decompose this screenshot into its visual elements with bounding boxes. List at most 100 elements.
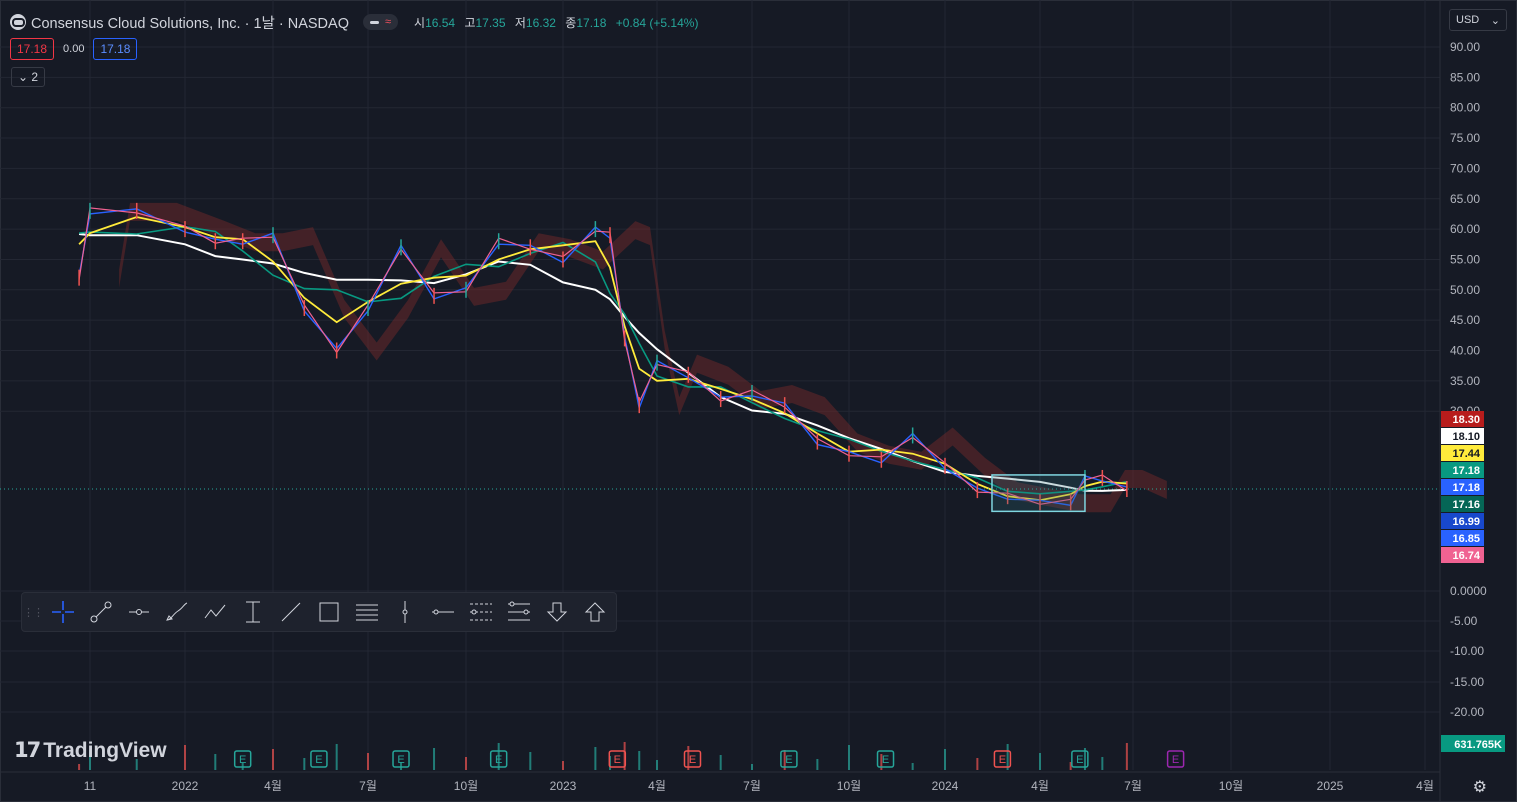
x-tick-label: 4월 (264, 779, 282, 793)
volume-bar (1083, 748, 1086, 770)
arrow-down-tool[interactable] (538, 595, 576, 629)
pitchfork-icon (508, 601, 530, 621)
price-label-bg (1441, 530, 1484, 546)
earnings-marker-label: E (882, 754, 889, 766)
earnings-marker[interactable] (780, 750, 798, 768)
volume-bar (214, 754, 217, 770)
brand-name: TradingView (43, 738, 167, 762)
trade-panel: 17.18 0.00 17.18 (10, 38, 138, 60)
volume-bar (367, 753, 369, 770)
high-value: 17.35 (475, 15, 506, 30)
volume-bar (1125, 743, 1128, 770)
price-label-bg (1441, 547, 1484, 563)
buy-button[interactable]: 17.18 (93, 38, 138, 60)
volume-bar (78, 764, 81, 770)
x-tick-label: 10월 (837, 779, 861, 793)
symbol-title[interactable]: Consensus Cloud Solutions, Inc. · 1날 · N… (31, 15, 349, 32)
earnings-marker-label: E (999, 754, 1006, 766)
earnings-marker[interactable] (608, 750, 627, 768)
currency-select[interactable]: USD ⌄ (1449, 9, 1507, 31)
horizontal-line-tool[interactable] (424, 595, 462, 629)
pitchfork-tool[interactable] (500, 595, 538, 629)
high-label: 고 (464, 15, 476, 30)
volume-bar (687, 746, 690, 770)
fib-icon (470, 603, 492, 621)
horizontal-ray-tool[interactable] (120, 595, 158, 629)
earnings-marker[interactable] (310, 750, 328, 768)
y-tick-label: 70.00 (1450, 161, 1480, 175)
volume-axis-label: -5.00 (1450, 614, 1478, 628)
earnings-marker[interactable] (233, 750, 252, 768)
x-tick-label: 7월 (359, 779, 377, 793)
x-tick-label: 4월 (1031, 779, 1049, 793)
tradingview-mark-icon: 𝟭𝟳 (14, 739, 41, 762)
volume-bar (1039, 753, 1041, 770)
price-label-bg (1441, 479, 1484, 495)
trend-line-tool[interactable] (82, 595, 120, 629)
earnings-marker[interactable] (683, 750, 702, 768)
line-tool[interactable] (272, 595, 310, 629)
earnings-marker-label: E (495, 754, 502, 766)
price-label-bg (1441, 496, 1484, 512)
path-tool[interactable] (196, 595, 234, 629)
earnings-marker[interactable] (993, 750, 1012, 768)
low-value: 16.32 (525, 15, 556, 30)
volume-bar (1069, 762, 1072, 770)
volume-bar (497, 743, 500, 770)
earnings-marker[interactable] (1166, 750, 1185, 768)
indicators-toggle[interactable]: ⌄ 2 (11, 67, 46, 87)
parallel-lines-tool[interactable] (348, 595, 386, 629)
volume-bar (303, 758, 306, 770)
arrow-down-icon (546, 602, 568, 622)
volume-bar (816, 759, 819, 770)
volume-bar (135, 759, 138, 770)
trend-line-icon (90, 601, 112, 623)
ichimoku-cloud (119, 202, 1167, 513)
earnings-marker-label: E (1076, 754, 1083, 766)
x-tick-label: 2025 (1317, 779, 1344, 793)
arrow-up-tool[interactable] (576, 595, 614, 629)
volume-bar (638, 751, 641, 770)
spread-value: 0.00 (63, 43, 85, 55)
tradingview-logo[interactable]: 𝟭𝟳 TradingView (14, 738, 167, 763)
crosshair-icon (52, 601, 74, 623)
sell-button[interactable]: 17.18 (10, 38, 55, 60)
earnings-marker[interactable] (876, 750, 895, 768)
volume-axis-label: -10.00 (1450, 644, 1484, 658)
price-label: 17.44 (1452, 448, 1480, 460)
vertical-line-tool[interactable] (386, 595, 424, 629)
rectangle-tool[interactable] (310, 595, 348, 629)
y-tick-label: 55.00 (1450, 252, 1480, 266)
low-label: 저 (514, 15, 526, 30)
price-range-icon (246, 601, 260, 623)
open-label: 시 (414, 15, 426, 30)
price-label-bg (1441, 411, 1484, 427)
parallel-lines-icon (356, 604, 378, 621)
settings-gear-icon[interactable]: ⚙ (1472, 779, 1487, 796)
x-tick-label: 7월 (1124, 779, 1142, 793)
volume-bar (562, 761, 564, 770)
earnings-marker-label: E (1172, 754, 1179, 766)
price-range-tool[interactable] (234, 595, 272, 629)
brush-tool[interactable] (158, 595, 196, 629)
earnings-marker[interactable] (489, 750, 508, 768)
drag-handle-icon[interactable]: ⋮⋮ (23, 606, 44, 619)
volume-label-bg (1441, 735, 1505, 752)
symbol-logo-icon (10, 14, 26, 30)
indicator-count: 2 (31, 70, 39, 84)
drawing-toolbar: ⋮⋮ (21, 592, 617, 632)
y-tick-label: 85.00 (1450, 70, 1480, 84)
price-label-bg (1441, 445, 1484, 461)
earnings-marker-label: E (785, 754, 792, 766)
earnings-marker[interactable] (1071, 750, 1089, 768)
price-label-bg (1441, 462, 1484, 478)
visibility-toggle[interactable]: ≈ (362, 14, 399, 30)
y-tick-label: 90.00 (1450, 40, 1480, 54)
volume-label: 631.765K (1454, 739, 1502, 751)
earnings-marker[interactable] (392, 750, 410, 768)
crosshair-tool[interactable] (44, 595, 82, 629)
fib-tool[interactable] (462, 595, 500, 629)
volume-bar (272, 749, 274, 770)
volume-bar (1101, 757, 1104, 770)
